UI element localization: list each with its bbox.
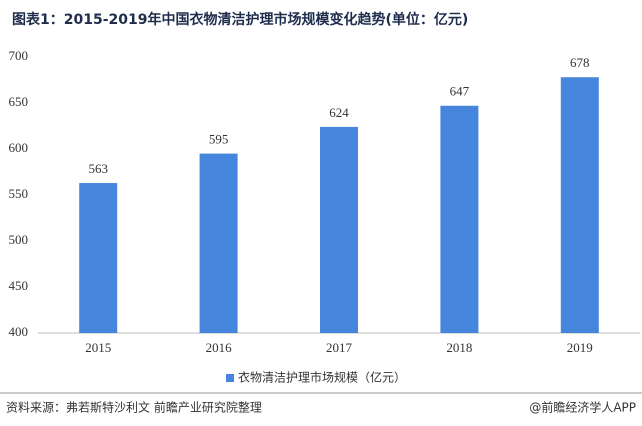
x-tick-label: 2017 [326,340,353,355]
bar [199,153,238,333]
x-tick-label: 2016 [206,340,233,355]
chart-title: 图表1：2015-2019年中国衣物清洁护理市场规模变化趋势(单位：亿元) [12,11,468,28]
bar [320,126,358,333]
credit: @前瞻经济学人APP [529,400,636,415]
bar [560,77,599,334]
legend-swatch [226,374,234,382]
x-tick-label: 2019 [567,340,593,355]
value-label: 595 [209,132,229,147]
value-label: 678 [570,55,590,70]
x-tick-label: 2018 [446,340,472,355]
y-tick-label: 450 [9,278,29,293]
value-label: 647 [450,84,470,99]
y-tick-label: 400 [9,324,29,339]
y-tick-label: 550 [9,186,29,201]
y-tick-label: 600 [9,140,29,155]
source: 资料来源：弗若斯特沙利文 前瞻产业研究院整理 [6,400,262,415]
x-tick-label: 2015 [85,340,111,355]
y-tick-label: 500 [9,232,29,247]
bar [440,105,479,333]
y-tick-label: 700 [9,48,29,63]
y-tick-label: 650 [9,94,29,109]
bar [79,183,118,333]
value-label: 624 [329,105,349,120]
legend-label: 衣物清洁护理市场规模（亿元） [238,370,406,385]
value-label: 563 [88,161,108,176]
